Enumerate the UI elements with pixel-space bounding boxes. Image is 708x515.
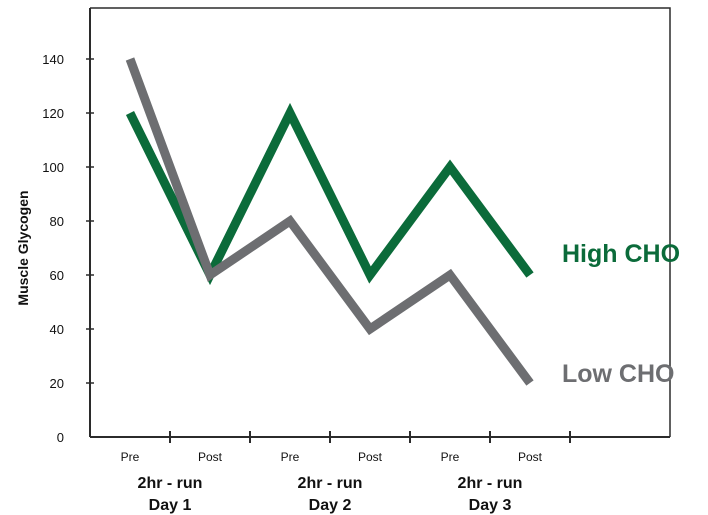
x-group-label-line1: 2hr - run xyxy=(298,475,363,492)
x-category-label: Post xyxy=(518,450,543,464)
x-group-label-line2: Day 2 xyxy=(309,497,352,514)
x-group-label-line1: 2hr - run xyxy=(458,475,523,492)
x-category-label: Post xyxy=(358,450,383,464)
y-axis-title: Muscle Glycogen xyxy=(15,190,31,305)
y-tick-label: 80 xyxy=(50,214,64,229)
plot-frame xyxy=(90,7,671,437)
x-category-label: Pre xyxy=(121,450,140,464)
y-tick-label: 0 xyxy=(57,430,64,445)
x-category-label: Post xyxy=(198,450,223,464)
x-group-label-line1: 2hr - run xyxy=(138,475,203,492)
x-category-label: Pre xyxy=(441,450,460,464)
series-label: Low CHO xyxy=(562,360,675,388)
x-group-label-line2: Day 1 xyxy=(149,497,192,514)
y-tick-label: 100 xyxy=(42,160,64,175)
y-tick-label: 20 xyxy=(50,376,64,391)
x-group-label-line2: Day 3 xyxy=(469,497,512,514)
y-tick-label: 40 xyxy=(50,322,64,337)
series-line-high-cho xyxy=(125,102,534,286)
y-tick-label: 120 xyxy=(42,106,64,121)
series-line-low-cho xyxy=(125,57,534,386)
y-tick-label: 60 xyxy=(50,268,64,283)
x-category-label: Pre xyxy=(281,450,300,464)
series-label: High CHO xyxy=(562,240,680,268)
y-tick-label: 140 xyxy=(42,52,64,67)
